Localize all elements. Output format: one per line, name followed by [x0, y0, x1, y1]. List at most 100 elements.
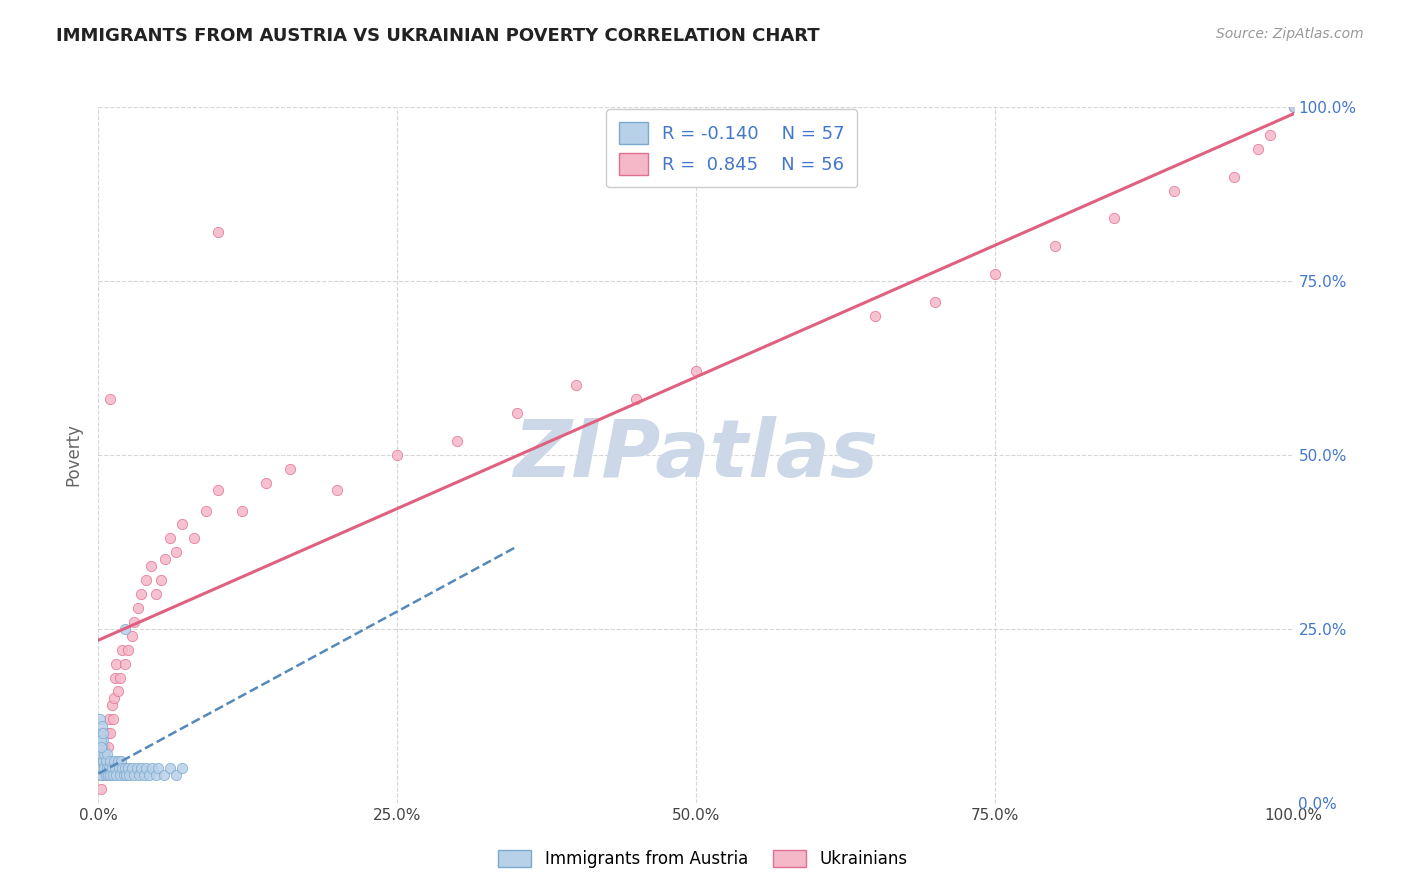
- Legend: Immigrants from Austria, Ukrainians: Immigrants from Austria, Ukrainians: [492, 843, 914, 875]
- Point: [94, 761, 117, 775]
- Point: [124, 768, 146, 782]
- Point: [155, 552, 177, 566]
- Point: [385, 448, 409, 462]
- Point: [1104, 211, 1126, 226]
- Text: Source: ZipAtlas.com: Source: ZipAtlas.com: [1216, 27, 1364, 41]
- Point: [96, 747, 118, 761]
- Point: [121, 629, 143, 643]
- Point: [91, 768, 114, 782]
- Point: [1282, 100, 1305, 114]
- Point: [91, 719, 114, 733]
- Point: [96, 726, 118, 740]
- Legend: R = -0.140    N = 57, R =  0.845    N = 56: R = -0.140 N = 57, R = 0.845 N = 56: [606, 109, 858, 187]
- Point: [103, 691, 125, 706]
- Point: [172, 517, 194, 532]
- Point: [94, 754, 117, 768]
- Point: [115, 768, 138, 782]
- Point: [112, 768, 135, 782]
- Point: [103, 754, 125, 768]
- Point: [1258, 128, 1281, 142]
- Point: [90, 747, 112, 761]
- Point: [98, 726, 122, 740]
- Point: [685, 364, 707, 378]
- Point: [94, 768, 117, 782]
- Point: [91, 761, 114, 775]
- Point: [104, 671, 127, 685]
- Point: [91, 754, 114, 768]
- Point: [90, 781, 112, 796]
- Point: [98, 768, 122, 782]
- Point: [446, 434, 468, 448]
- Point: [153, 768, 176, 782]
- Y-axis label: Poverty: Poverty: [65, 424, 83, 486]
- Point: [89, 712, 111, 726]
- Point: [124, 615, 146, 629]
- Point: [135, 761, 157, 775]
- Point: [125, 761, 148, 775]
- Point: [90, 740, 112, 755]
- Point: [89, 726, 111, 740]
- Point: [91, 733, 114, 747]
- Point: [183, 532, 205, 546]
- Point: [90, 733, 112, 747]
- Point: [138, 768, 160, 782]
- Point: [105, 657, 128, 671]
- Point: [117, 761, 139, 775]
- Point: [148, 761, 170, 775]
- Point: [278, 462, 301, 476]
- Point: [107, 754, 129, 768]
- Point: [159, 761, 181, 775]
- Point: [108, 768, 131, 782]
- Point: [132, 768, 155, 782]
- Point: [1163, 184, 1185, 198]
- Point: [110, 754, 132, 768]
- Point: [104, 761, 127, 775]
- Point: [207, 483, 229, 497]
- Point: [231, 503, 253, 517]
- Point: [107, 684, 129, 698]
- Point: [145, 768, 167, 782]
- Point: [159, 532, 181, 546]
- Point: [506, 406, 529, 420]
- Text: IMMIGRANTS FROM AUSTRIA VS UKRAINIAN POVERTY CORRELATION CHART: IMMIGRANTS FROM AUSTRIA VS UKRAINIAN POV…: [56, 27, 820, 45]
- Point: [141, 761, 163, 775]
- Point: [89, 754, 111, 768]
- Point: [105, 768, 128, 782]
- Point: [1282, 100, 1305, 114]
- Point: [114, 761, 136, 775]
- Point: [131, 761, 153, 775]
- Point: [131, 587, 153, 601]
- Point: [121, 761, 143, 775]
- Point: [117, 642, 139, 657]
- Point: [135, 573, 157, 587]
- Point: [98, 712, 121, 726]
- Point: [172, 761, 194, 775]
- Point: [924, 294, 946, 309]
- Point: [100, 698, 122, 713]
- Point: [1247, 142, 1270, 156]
- Point: [93, 740, 115, 755]
- Text: ZIPatlas: ZIPatlas: [513, 416, 879, 494]
- Point: [100, 761, 122, 775]
- Point: [93, 761, 115, 775]
- Point: [98, 761, 121, 775]
- Point: [984, 267, 1007, 281]
- Point: [108, 671, 131, 685]
- Point: [118, 768, 141, 782]
- Point: [98, 754, 122, 768]
- Point: [90, 768, 112, 782]
- Point: [98, 392, 122, 407]
- Point: [165, 768, 187, 782]
- Point: [165, 545, 187, 559]
- Point: [96, 761, 118, 775]
- Point: [114, 657, 136, 671]
- Point: [326, 483, 349, 497]
- Point: [1043, 239, 1066, 253]
- Point: [101, 712, 124, 726]
- Point: [127, 601, 149, 615]
- Point: [254, 475, 277, 490]
- Point: [93, 747, 115, 761]
- Point: [107, 761, 129, 775]
- Point: [97, 768, 120, 782]
- Point: [128, 768, 150, 782]
